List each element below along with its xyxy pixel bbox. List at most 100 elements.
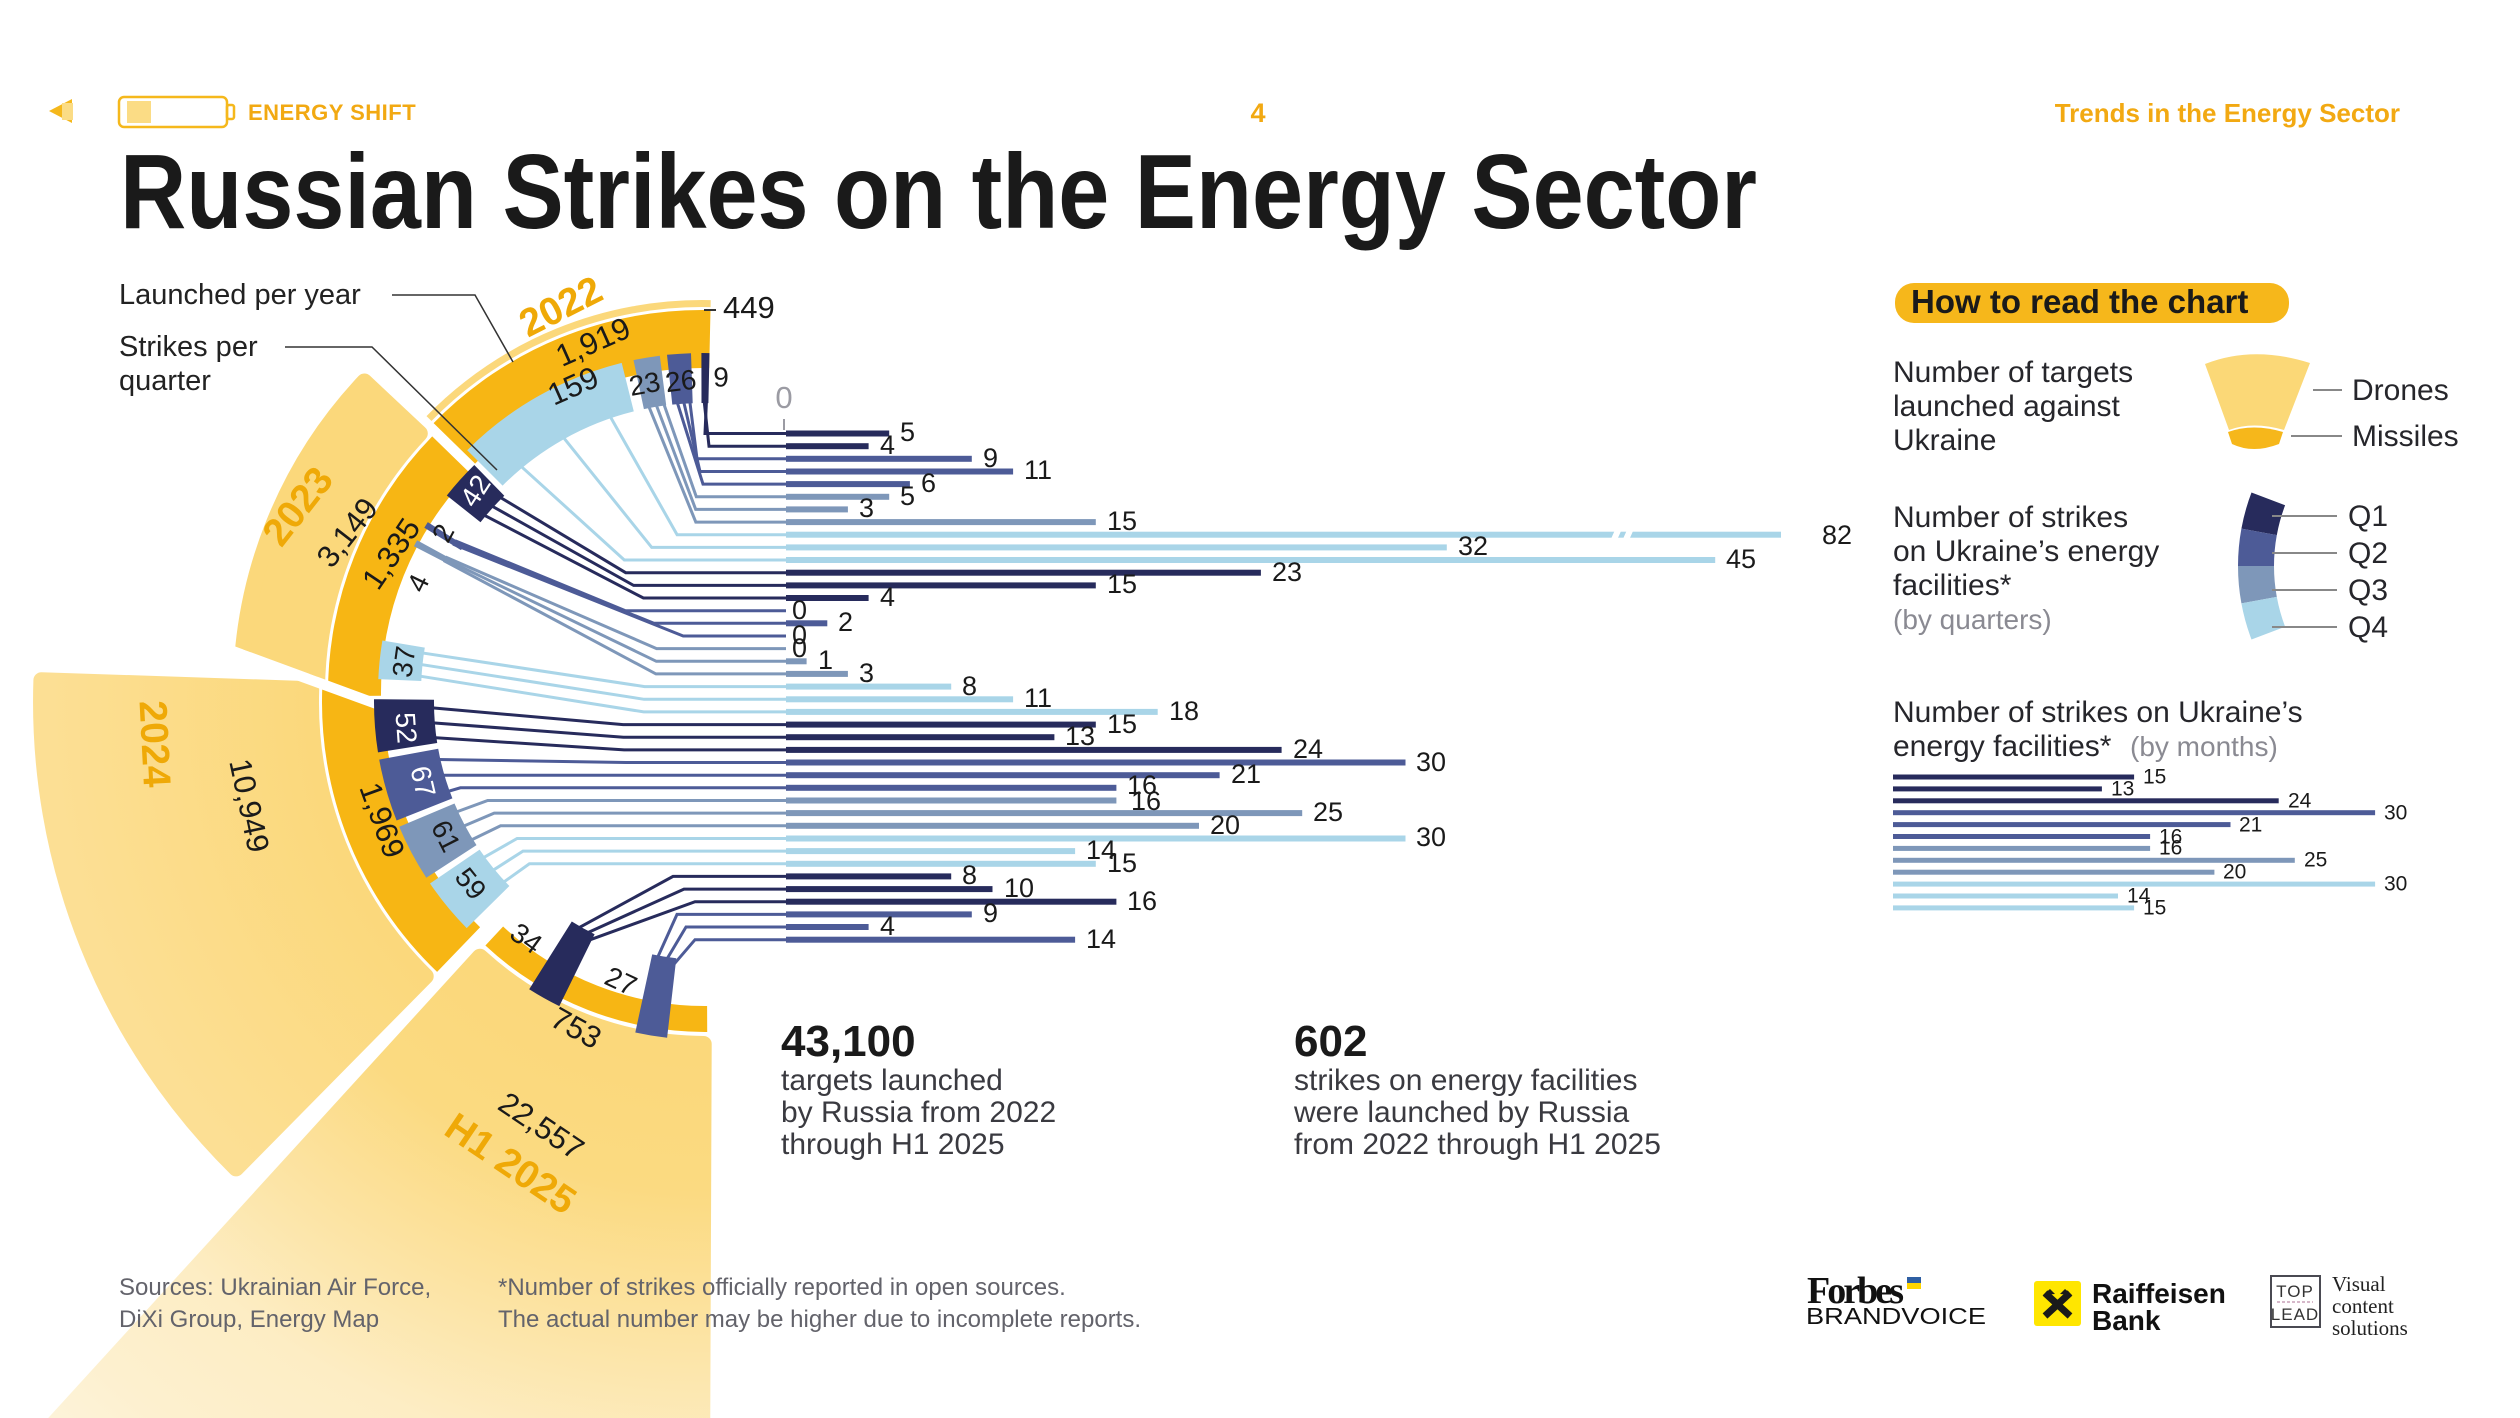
svg-text:(by quarters): (by quarters) <box>1893 604 2052 635</box>
svg-text:4: 4 <box>880 911 895 941</box>
svg-text:21: 21 <box>1231 759 1261 789</box>
svg-text:How to read the chart: How to read the chart <box>1911 283 2248 320</box>
svg-text:5: 5 <box>900 417 915 447</box>
svg-text:LEAD: LEAD <box>2271 1305 2319 1324</box>
svg-text:Sources: Ukrainian Air Force,: Sources: Ukrainian Air Force, <box>119 1274 431 1301</box>
svg-text:energy facilities*: energy facilities* <box>1893 730 2112 763</box>
svg-text:15: 15 <box>1107 709 1137 739</box>
svg-text:Trends in the Energy Sector: Trends in the Energy Sector <box>2055 98 2400 128</box>
svg-text:9: 9 <box>983 443 998 473</box>
svg-text:8: 8 <box>962 671 977 701</box>
svg-text:solutions: solutions <box>2332 1316 2408 1340</box>
svg-text:15: 15 <box>1107 569 1137 599</box>
svg-text:from 2022 through H1 2025: from 2022 through H1 2025 <box>1294 1128 1661 1161</box>
svg-text:21: 21 <box>2239 814 2262 837</box>
svg-text:15: 15 <box>1107 848 1137 878</box>
svg-text:*Number of strikes officially: *Number of strikes officially reported i… <box>498 1274 1066 1301</box>
svg-text:4: 4 <box>880 430 895 460</box>
svg-text:25: 25 <box>1313 797 1343 827</box>
svg-text:11: 11 <box>1024 683 1052 713</box>
svg-text:Drones: Drones <box>2352 374 2449 407</box>
svg-text:16: 16 <box>2159 826 2182 849</box>
svg-text:25: 25 <box>2304 849 2327 872</box>
svg-text:9: 9 <box>713 361 729 392</box>
svg-text:0: 0 <box>792 633 807 663</box>
svg-text:5: 5 <box>900 481 915 511</box>
svg-text:Ukraine: Ukraine <box>1893 424 1996 457</box>
svg-text:targets launched: targets launched <box>781 1064 1003 1097</box>
svg-text:4: 4 <box>880 582 895 612</box>
svg-text:(by months): (by months) <box>2130 731 2278 762</box>
svg-text:24: 24 <box>2288 790 2312 813</box>
svg-text:0: 0 <box>792 595 807 625</box>
svg-text:16: 16 <box>1131 786 1161 816</box>
svg-text:30: 30 <box>2384 802 2407 825</box>
svg-text:1: 1 <box>818 645 833 675</box>
svg-text:3: 3 <box>859 493 874 523</box>
svg-text:18: 18 <box>1169 696 1199 726</box>
svg-text:52: 52 <box>390 711 423 744</box>
svg-text:Q4: Q4 <box>2348 611 2388 644</box>
svg-text:82: 82 <box>1822 520 1852 550</box>
svg-text:Q3: Q3 <box>2348 574 2388 607</box>
svg-text:TOP: TOP <box>2276 1282 2314 1301</box>
svg-text:449: 449 <box>723 290 775 325</box>
svg-text:15: 15 <box>2143 897 2166 920</box>
svg-text:67: 67 <box>404 763 441 800</box>
svg-text:23: 23 <box>1272 557 1302 587</box>
svg-text:Russian Strikes on the Energy: Russian Strikes on the Energy Sector <box>120 133 1757 251</box>
svg-text:ENERGY SHIFT: ENERGY SHIFT <box>248 100 416 125</box>
svg-text:Q2: Q2 <box>2348 537 2388 570</box>
svg-text:2: 2 <box>838 607 853 637</box>
svg-text:15: 15 <box>2143 766 2166 789</box>
svg-text:20: 20 <box>1210 810 1240 840</box>
svg-text:20: 20 <box>2223 861 2246 884</box>
svg-text:14: 14 <box>1086 924 1116 954</box>
svg-text:16: 16 <box>1127 886 1157 916</box>
svg-text:The actual number may be highe: The actual number may be higher due to i… <box>498 1306 1141 1333</box>
svg-text:3: 3 <box>859 658 874 688</box>
svg-text:37: 37 <box>386 644 421 679</box>
svg-text:0: 0 <box>775 380 792 415</box>
svg-text:9: 9 <box>983 898 998 928</box>
svg-text:16: 16 <box>1127 770 1157 800</box>
svg-text:through H1 2025: through H1 2025 <box>781 1128 1005 1161</box>
svg-text:Raiffeisen: Raiffeisen <box>2092 1278 2226 1309</box>
svg-text:30: 30 <box>2384 873 2407 896</box>
svg-text:32: 32 <box>1458 531 1488 561</box>
svg-text:Strikes per: Strikes per <box>119 331 258 363</box>
svg-text:14: 14 <box>2127 885 2151 908</box>
svg-text:30: 30 <box>1416 822 1446 852</box>
svg-text:602: 602 <box>1294 1017 1367 1066</box>
svg-text:8: 8 <box>962 860 977 890</box>
svg-text:13: 13 <box>1065 721 1095 751</box>
svg-text:on Ukraine’s energy: on Ukraine’s energy <box>1893 535 2159 568</box>
svg-text:were launched by Russia: were launched by Russia <box>1293 1096 1630 1129</box>
svg-text:26: 26 <box>663 364 698 399</box>
svg-text:BRANDVOICE: BRANDVOICE <box>1806 1303 1986 1329</box>
svg-text:strikes on energy facilities: strikes on energy facilities <box>1294 1064 1637 1097</box>
svg-text:Q1: Q1 <box>2348 500 2388 533</box>
svg-text:Bank: Bank <box>2092 1305 2161 1336</box>
svg-text:24: 24 <box>1293 734 1323 764</box>
svg-text:15: 15 <box>1107 506 1137 536</box>
svg-text:Launched per year: Launched per year <box>119 279 361 311</box>
svg-text:Number of strikes on Ukraine’s: Number of strikes on Ukraine’s <box>1893 696 2303 729</box>
svg-text:Visual: Visual <box>2332 1272 2386 1296</box>
svg-text:6: 6 <box>921 468 936 498</box>
svg-text:facilities*: facilities* <box>1893 569 2012 602</box>
svg-text:16: 16 <box>2159 837 2182 860</box>
svg-text:30: 30 <box>1416 747 1446 777</box>
svg-text:14: 14 <box>1086 835 1116 865</box>
svg-text:Missiles: Missiles <box>2352 420 2459 453</box>
svg-text:content: content <box>2332 1294 2394 1318</box>
svg-text:DiXi Group, Energy Map: DiXi Group, Energy Map <box>119 1306 379 1333</box>
svg-text:Number of targets: Number of targets <box>1893 356 2133 389</box>
svg-text:quarter: quarter <box>119 365 211 397</box>
svg-text:0: 0 <box>792 620 807 650</box>
svg-text:11: 11 <box>1024 455 1052 485</box>
svg-text:23: 23 <box>627 366 663 402</box>
svg-text:45: 45 <box>1726 544 1756 574</box>
svg-text:10: 10 <box>1004 873 1034 903</box>
svg-text:13: 13 <box>2111 778 2134 801</box>
